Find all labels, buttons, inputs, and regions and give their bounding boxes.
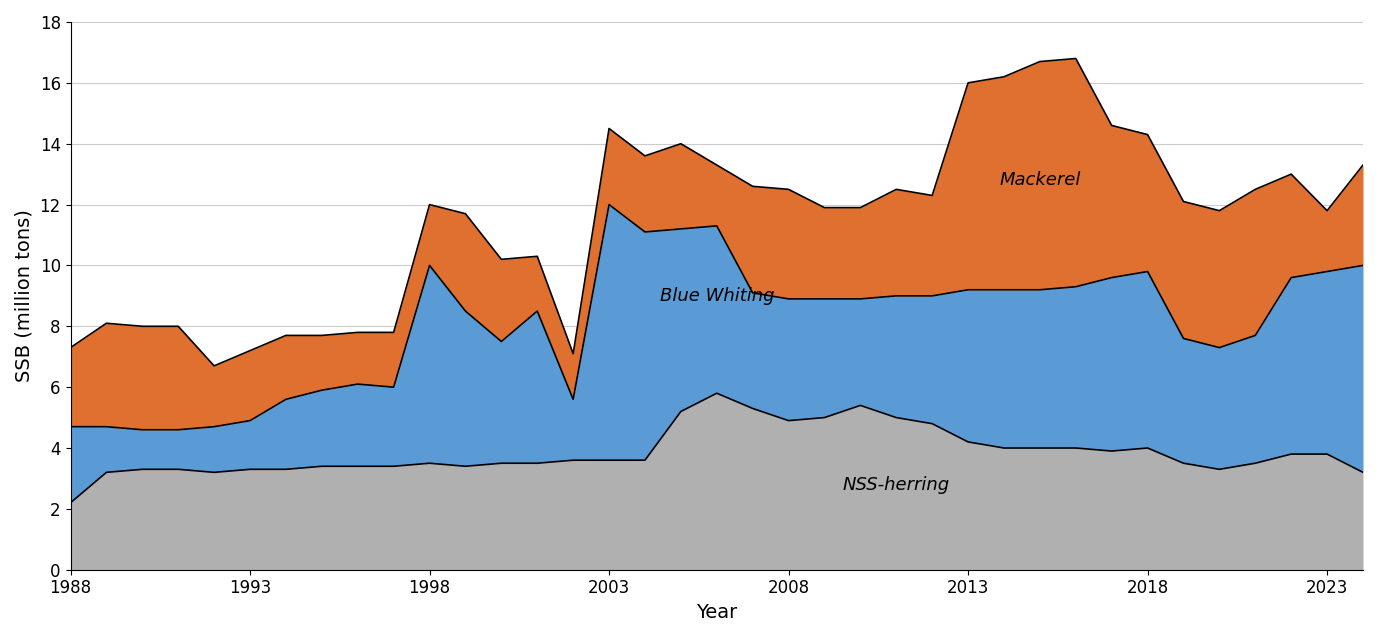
X-axis label: Year: Year [696, 603, 737, 622]
Text: Blue Whiting: Blue Whiting [660, 287, 774, 305]
Text: Mackerel: Mackerel [999, 171, 1080, 189]
Text: NSS-herring: NSS-herring [843, 476, 949, 494]
Y-axis label: SSB (million tons): SSB (million tons) [15, 210, 34, 382]
